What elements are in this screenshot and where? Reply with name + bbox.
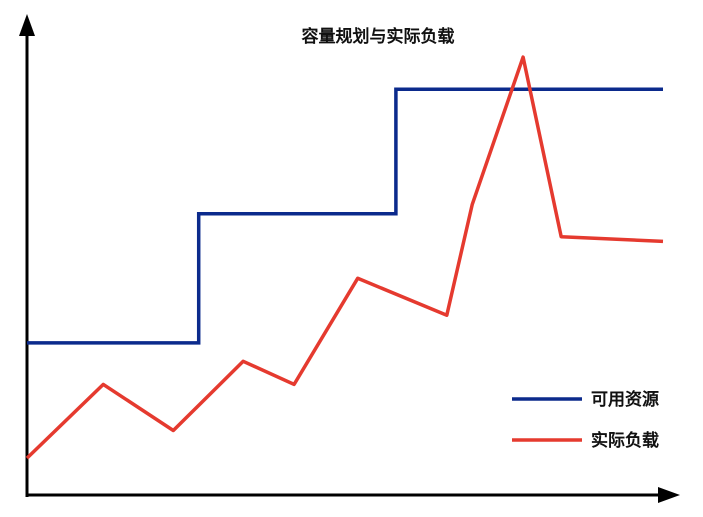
series-layer [25, 55, 664, 460]
chart-title: 容量规划与实际负载 [302, 26, 455, 47]
y-axis-arrow-icon [19, 14, 35, 36]
legend: 可用资源 实际负载 [512, 389, 659, 451]
legend-label-available-resources: 可用资源 [591, 389, 659, 410]
series-line-actual-load [25, 55, 664, 460]
series-line-available-resources [27, 87, 663, 345]
legend-label-actual-load: 实际负载 [591, 430, 659, 451]
x-axis-arrow-icon [658, 487, 680, 503]
